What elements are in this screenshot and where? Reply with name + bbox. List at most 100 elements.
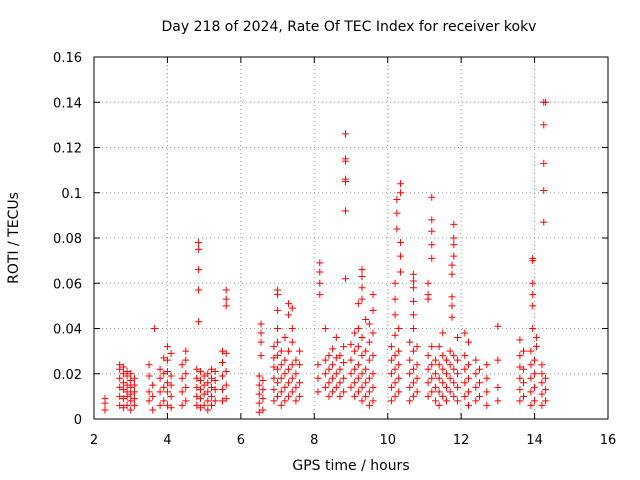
data-point: [391, 352, 399, 360]
data-point: [207, 383, 215, 391]
data-point: [127, 370, 135, 378]
data-point: [195, 245, 203, 253]
data-point: [340, 374, 348, 382]
data-point: [464, 388, 472, 396]
data-point: [424, 392, 432, 400]
data-point: [409, 365, 417, 373]
data-point: [448, 261, 456, 269]
data-point: [494, 383, 502, 391]
data-point: [409, 392, 417, 400]
data-point: [391, 311, 399, 319]
data-point: [163, 343, 171, 351]
data-point: [448, 293, 456, 301]
data-point: [285, 300, 293, 308]
data-point: [395, 374, 403, 382]
data-point: [347, 370, 355, 378]
data-point: [285, 379, 293, 387]
data-point: [277, 361, 285, 369]
data-point: [362, 379, 370, 387]
data-point: [413, 374, 421, 382]
data-point: [453, 334, 461, 342]
data-point: [329, 388, 337, 396]
data-point: [207, 365, 215, 373]
data-point: [446, 374, 454, 382]
data-point: [393, 196, 401, 204]
data-point: [341, 175, 349, 183]
data-point: [464, 401, 472, 409]
data-point: [347, 383, 355, 391]
data-point: [397, 189, 405, 197]
y-tick-label: 0.1: [61, 187, 82, 202]
data-point: [527, 401, 535, 409]
x-tick-label: 16: [600, 433, 617, 448]
data-point: [409, 311, 417, 319]
data-point: [196, 395, 204, 403]
data-point: [222, 286, 230, 294]
data-point: [453, 370, 461, 378]
data-point: [483, 388, 491, 396]
data-point: [431, 383, 439, 391]
data-point: [341, 207, 349, 215]
data-point: [538, 390, 546, 398]
data-point: [329, 374, 337, 382]
data-point: [351, 392, 359, 400]
data-point: [358, 266, 366, 274]
data-point: [413, 361, 421, 369]
data-point: [316, 279, 324, 287]
data-point: [435, 401, 443, 409]
y-tick-label: 0.14: [53, 96, 82, 111]
data-point: [127, 383, 135, 391]
data-point: [196, 377, 204, 385]
data-point: [219, 386, 226, 394]
data-point: [391, 279, 399, 287]
data-point: [182, 347, 190, 355]
data-point: [204, 379, 212, 387]
data-point: [259, 395, 267, 403]
data-point: [472, 370, 480, 378]
data-point: [439, 365, 447, 373]
data-point: [365, 356, 373, 364]
data-point: [145, 397, 153, 405]
data-point: [354, 388, 362, 396]
data-point: [211, 367, 219, 375]
data-point: [321, 356, 329, 364]
data-point: [219, 358, 226, 366]
data-point: [130, 395, 138, 403]
data-point: [340, 388, 348, 396]
data-point: [369, 397, 377, 405]
data-point: [222, 395, 230, 403]
data-point: [406, 370, 414, 378]
data-point: [211, 397, 219, 405]
data-point: [527, 374, 535, 382]
data-point: [351, 329, 359, 337]
data-point: [340, 358, 348, 366]
data-point: [274, 306, 282, 314]
data-point: [448, 270, 456, 278]
data-point: [329, 361, 337, 369]
data-point: [542, 98, 550, 106]
data-point: [453, 383, 461, 391]
data-point: [336, 365, 344, 373]
data-point: [277, 374, 285, 382]
data-point: [393, 209, 401, 217]
data-point: [435, 361, 443, 369]
data-point: [160, 354, 168, 362]
data-point: [296, 379, 304, 387]
data-point: [428, 193, 436, 201]
data-point: [369, 291, 377, 299]
data-point: [529, 302, 537, 310]
data-point: [257, 320, 265, 328]
data-point: [167, 392, 175, 400]
data-point: [160, 397, 168, 405]
data-point: [516, 336, 524, 344]
data-point: [127, 390, 135, 398]
data-point: [193, 374, 201, 382]
data-point: [428, 388, 436, 396]
data-point: [358, 397, 366, 405]
data-point: [431, 397, 439, 405]
data-point: [397, 180, 405, 188]
data-point: [119, 370, 127, 378]
data-point: [127, 406, 135, 414]
data-point: [101, 406, 109, 414]
